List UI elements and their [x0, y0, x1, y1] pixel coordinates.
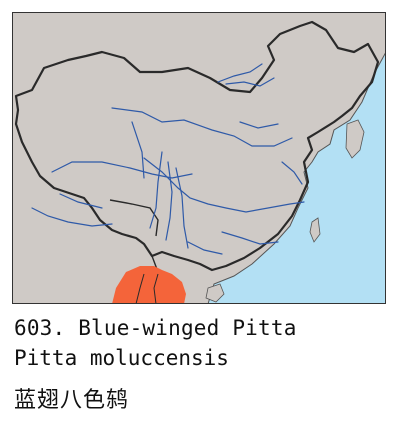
species-scientific-name: Pitta moluccensis — [14, 346, 229, 370]
range-map — [12, 12, 386, 304]
species-chinese-name: 蓝翅八色鸫 — [14, 388, 130, 413]
island-taiwan — [309, 217, 321, 243]
map-frame-border — [12, 12, 386, 304]
rivers — [31, 63, 305, 255]
country-border — [14, 20, 380, 272]
range-area — [112, 266, 186, 304]
inner-border — [109, 199, 159, 237]
species-number-title: 603. Blue-winged Pitta — [14, 316, 297, 340]
peninsula — [345, 119, 365, 159]
range-area-border — [135, 273, 159, 304]
island-hainan — [205, 283, 225, 303]
